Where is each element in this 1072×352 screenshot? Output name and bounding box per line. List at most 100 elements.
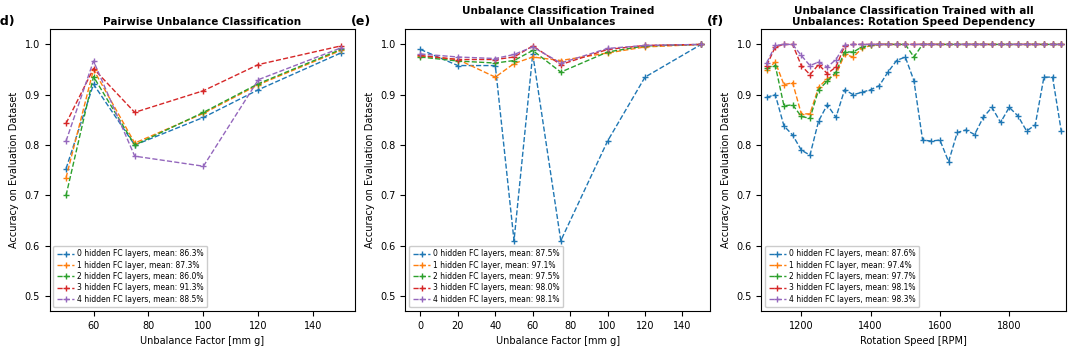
2 hidden FC layers, mean: 97.5%: (40, 0.963): 97.5%: (40, 0.963) xyxy=(489,61,502,65)
1 hidden FC layer, mean: 87.3%: (100, 0.863): 87.3%: (100, 0.863) xyxy=(197,111,210,115)
4 hidden FC layers, mean: 98.3%: (1.28e+03, 0.955): 98.3%: (1.28e+03, 0.955) xyxy=(821,65,834,69)
3 hidden FC layers, mean: 98.1%: (1.38e+03, 1): 98.1%: (1.38e+03, 1) xyxy=(855,42,868,46)
3 hidden FC layers, mean: 98.1%: (1.18e+03, 1): 98.1%: (1.18e+03, 1) xyxy=(786,42,799,46)
1 hidden FC layer, mean: 97.4%: (1.6e+03, 1): 97.4%: (1.6e+03, 1) xyxy=(934,42,947,46)
2 hidden FC layers, mean: 97.7%: (1.65e+03, 1): 97.7%: (1.65e+03, 1) xyxy=(951,42,964,46)
1 hidden FC layer, mean: 97.4%: (1.2e+03, 0.862): 97.4%: (1.2e+03, 0.862) xyxy=(794,112,807,116)
3 hidden FC layers, mean: 98.1%: (1.88e+03, 1): 98.1%: (1.88e+03, 1) xyxy=(1029,42,1042,46)
3 hidden FC layers, mean: 98.1%: (1.55e+03, 1): 98.1%: (1.55e+03, 1) xyxy=(917,42,929,46)
0 hidden FC layers, mean: 87.6%: (1.8e+03, 0.875): 87.6%: (1.8e+03, 0.875) xyxy=(1002,105,1015,109)
0 hidden FC layers, mean: 86.3%: (75, 0.8): 86.3%: (75, 0.8) xyxy=(129,143,142,147)
2 hidden FC layers, mean: 97.7%: (1.75e+03, 1): 97.7%: (1.75e+03, 1) xyxy=(985,42,998,46)
3 hidden FC layers, mean: 98.1%: (1.75e+03, 1): 98.1%: (1.75e+03, 1) xyxy=(985,42,998,46)
4 hidden FC layers, mean: 98.3%: (1.1e+03, 0.963): 98.3%: (1.1e+03, 0.963) xyxy=(760,61,773,65)
0 hidden FC layers, mean: 87.5%: (20, 0.958): 87.5%: (20, 0.958) xyxy=(451,63,464,68)
2 hidden FC layers, mean: 97.7%: (1.78e+03, 1): 97.7%: (1.78e+03, 1) xyxy=(994,42,1007,46)
4 hidden FC layers, mean: 98.3%: (1.78e+03, 1): 98.3%: (1.78e+03, 1) xyxy=(994,42,1007,46)
X-axis label: Unbalance Factor [mm g]: Unbalance Factor [mm g] xyxy=(140,337,264,346)
0 hidden FC layers, mean: 87.5%: (40, 0.958): 87.5%: (40, 0.958) xyxy=(489,63,502,68)
4 hidden FC layers, mean: 98.3%: (1.22e+03, 0.958): 98.3%: (1.22e+03, 0.958) xyxy=(804,63,817,68)
3 hidden FC layers, mean: 98.1%: (1.7e+03, 1): 98.1%: (1.7e+03, 1) xyxy=(968,42,981,46)
4 hidden FC layers, mean: 98.3%: (1.42e+03, 1): 98.3%: (1.42e+03, 1) xyxy=(873,42,885,46)
1 hidden FC layer, mean: 97.1%: (150, 1): 97.1%: (150, 1) xyxy=(695,42,708,46)
1 hidden FC layer, mean: 97.4%: (1.95e+03, 1): 97.4%: (1.95e+03, 1) xyxy=(1055,42,1068,46)
Line: 2 hidden FC layers, mean: 86.0%: 2 hidden FC layers, mean: 86.0% xyxy=(63,46,344,199)
0 hidden FC layers, mean: 86.3%: (150, 0.983): 86.3%: (150, 0.983) xyxy=(334,51,347,55)
Line: 1 hidden FC layer, mean: 97.1%: 1 hidden FC layer, mean: 97.1% xyxy=(417,41,704,80)
2 hidden FC layers, mean: 97.7%: (1.2e+03, 0.857): 97.7%: (1.2e+03, 0.857) xyxy=(794,114,807,119)
1 hidden FC layer, mean: 87.3%: (150, 0.988): 87.3%: (150, 0.988) xyxy=(334,48,347,52)
3 hidden FC layers, mean: 98.1%: (1.72e+03, 1): 98.1%: (1.72e+03, 1) xyxy=(977,42,989,46)
3 hidden FC layers, mean: 98.1%: (1.42e+03, 1): 98.1%: (1.42e+03, 1) xyxy=(873,42,885,46)
1 hidden FC layer, mean: 87.3%: (75, 0.804): 87.3%: (75, 0.804) xyxy=(129,141,142,145)
1 hidden FC layer, mean: 97.1%: (100, 0.983): 97.1%: (100, 0.983) xyxy=(601,51,614,55)
2 hidden FC layers, mean: 97.7%: (1.7e+03, 1): 97.7%: (1.7e+03, 1) xyxy=(968,42,981,46)
3 hidden FC layers, mean: 98.1%: (1.78e+03, 1): 98.1%: (1.78e+03, 1) xyxy=(994,42,1007,46)
4 hidden FC layers, mean: 98.3%: (1.48e+03, 1): 98.3%: (1.48e+03, 1) xyxy=(890,42,903,46)
Title: Pairwise Unbalance Classification: Pairwise Unbalance Classification xyxy=(103,17,301,27)
0 hidden FC layers, mean: 86.3%: (120, 0.91): 86.3%: (120, 0.91) xyxy=(252,88,265,92)
Line: 3 hidden FC layers, mean: 98.0%: 3 hidden FC layers, mean: 98.0% xyxy=(417,41,704,68)
2 hidden FC layers, mean: 97.7%: (1.3e+03, 0.945): 97.7%: (1.3e+03, 0.945) xyxy=(830,70,843,74)
1 hidden FC layer, mean: 97.1%: (20, 0.97): 97.1%: (20, 0.97) xyxy=(451,57,464,62)
4 hidden FC layers, mean: 98.1%: (0, 0.981): 98.1%: (0, 0.981) xyxy=(414,52,427,56)
1 hidden FC layer, mean: 97.4%: (1.22e+03, 0.862): 97.4%: (1.22e+03, 0.862) xyxy=(804,112,817,116)
0 hidden FC layers, mean: 87.6%: (1.82e+03, 0.858): 87.6%: (1.82e+03, 0.858) xyxy=(1012,114,1025,118)
3 hidden FC layers, mean: 98.0%: (0, 0.978): 98.0%: (0, 0.978) xyxy=(414,54,427,58)
3 hidden FC layers, mean: 98.0%: (50, 0.975): 98.0%: (50, 0.975) xyxy=(507,55,520,59)
1 hidden FC layer, mean: 97.1%: (75, 0.968): 97.1%: (75, 0.968) xyxy=(554,58,567,63)
2 hidden FC layers, mean: 97.7%: (1.82e+03, 1): 97.7%: (1.82e+03, 1) xyxy=(1012,42,1025,46)
0 hidden FC layers, mean: 87.6%: (1.28e+03, 0.88): 87.6%: (1.28e+03, 0.88) xyxy=(821,103,834,107)
0 hidden FC layers, mean: 87.6%: (1.2e+03, 0.79): 87.6%: (1.2e+03, 0.79) xyxy=(794,148,807,152)
4 hidden FC layers, mean: 98.1%: (120, 0.998): 98.1%: (120, 0.998) xyxy=(639,43,652,48)
1 hidden FC layer, mean: 97.4%: (1.35e+03, 0.975): 97.4%: (1.35e+03, 0.975) xyxy=(847,55,860,59)
1 hidden FC layer, mean: 97.4%: (1.18e+03, 0.924): 97.4%: (1.18e+03, 0.924) xyxy=(786,81,799,85)
1 hidden FC layer, mean: 97.4%: (1.65e+03, 1): 97.4%: (1.65e+03, 1) xyxy=(951,42,964,46)
1 hidden FC layer, mean: 97.4%: (1.92e+03, 1): 97.4%: (1.92e+03, 1) xyxy=(1046,42,1059,46)
1 hidden FC layer, mean: 97.4%: (1.7e+03, 1): 97.4%: (1.7e+03, 1) xyxy=(968,42,981,46)
0 hidden FC layers, mean: 87.6%: (1.18e+03, 0.82): 87.6%: (1.18e+03, 0.82) xyxy=(786,133,799,137)
2 hidden FC layers, mean: 86.0%: (50, 0.7): 86.0%: (50, 0.7) xyxy=(60,193,73,197)
4 hidden FC layers, mean: 98.3%: (1.4e+03, 1): 98.3%: (1.4e+03, 1) xyxy=(864,42,877,46)
4 hidden FC layers, mean: 98.1%: (75, 0.963): 98.1%: (75, 0.963) xyxy=(554,61,567,65)
0 hidden FC layers, mean: 87.6%: (1.58e+03, 0.808): 87.6%: (1.58e+03, 0.808) xyxy=(925,139,938,143)
3 hidden FC layers, mean: 98.1%: (1.62e+03, 1): 98.1%: (1.62e+03, 1) xyxy=(942,42,955,46)
4 hidden FC layers, mean: 98.3%: (1.58e+03, 1): 98.3%: (1.58e+03, 1) xyxy=(925,42,938,46)
0 hidden FC layers, mean: 87.5%: (50, 0.61): 87.5%: (50, 0.61) xyxy=(507,239,520,243)
0 hidden FC layers, mean: 87.6%: (1.7e+03, 0.821): 87.6%: (1.7e+03, 0.821) xyxy=(968,132,981,137)
1 hidden FC layer, mean: 97.1%: (60, 0.975): 97.1%: (60, 0.975) xyxy=(526,55,539,59)
Line: 0 hidden FC layers, mean: 86.3%: 0 hidden FC layers, mean: 86.3% xyxy=(63,50,344,172)
2 hidden FC layers, mean: 97.7%: (1.1e+03, 0.954): 97.7%: (1.1e+03, 0.954) xyxy=(760,65,773,70)
4 hidden FC layers, mean: 98.3%: (1.35e+03, 1): 98.3%: (1.35e+03, 1) xyxy=(847,42,860,46)
4 hidden FC layers, mean: 98.3%: (1.25e+03, 0.965): 98.3%: (1.25e+03, 0.965) xyxy=(813,60,825,64)
Title: Unbalance Classification Trained
with all Unbalances: Unbalance Classification Trained with al… xyxy=(462,6,654,27)
2 hidden FC layers, mean: 97.5%: (120, 0.997): 97.5%: (120, 0.997) xyxy=(639,44,652,48)
4 hidden FC layers, mean: 98.3%: (1.18e+03, 1): 98.3%: (1.18e+03, 1) xyxy=(786,42,799,46)
1 hidden FC layer, mean: 97.1%: (120, 0.995): 97.1%: (120, 0.995) xyxy=(639,45,652,49)
4 hidden FC layers, mean: 98.3%: (1.6e+03, 1): 98.3%: (1.6e+03, 1) xyxy=(934,42,947,46)
0 hidden FC layers, mean: 87.6%: (1.68e+03, 0.83): 87.6%: (1.68e+03, 0.83) xyxy=(959,128,972,132)
2 hidden FC layers, mean: 97.5%: (150, 1): 97.5%: (150, 1) xyxy=(695,42,708,46)
4 hidden FC layers, mean: 98.1%: (150, 1): 98.1%: (150, 1) xyxy=(695,42,708,46)
1 hidden FC layer, mean: 97.4%: (1.68e+03, 1): 97.4%: (1.68e+03, 1) xyxy=(959,42,972,46)
3 hidden FC layers, mean: 98.1%: (1.35e+03, 1): 98.1%: (1.35e+03, 1) xyxy=(847,42,860,46)
4 hidden FC layers, mean: 98.3%: (1.75e+03, 1): 98.3%: (1.75e+03, 1) xyxy=(985,42,998,46)
0 hidden FC layers, mean: 87.6%: (1.5e+03, 0.975): 87.6%: (1.5e+03, 0.975) xyxy=(898,55,911,59)
2 hidden FC layers, mean: 97.7%: (1.72e+03, 1): 97.7%: (1.72e+03, 1) xyxy=(977,42,989,46)
1 hidden FC layer, mean: 97.4%: (1.72e+03, 1): 97.4%: (1.72e+03, 1) xyxy=(977,42,989,46)
0 hidden FC layers, mean: 87.6%: (1.15e+03, 0.838): 87.6%: (1.15e+03, 0.838) xyxy=(777,124,790,128)
2 hidden FC layers, mean: 97.7%: (1.12e+03, 0.958): 97.7%: (1.12e+03, 0.958) xyxy=(769,63,781,68)
2 hidden FC layers, mean: 86.0%: (60, 0.936): 86.0%: (60, 0.936) xyxy=(87,75,100,79)
0 hidden FC layers, mean: 87.5%: (120, 0.935): 87.5%: (120, 0.935) xyxy=(639,75,652,79)
2 hidden FC layers, mean: 86.0%: (150, 0.99): 86.0%: (150, 0.99) xyxy=(334,47,347,51)
2 hidden FC layers, mean: 97.7%: (1.22e+03, 0.853): 97.7%: (1.22e+03, 0.853) xyxy=(804,116,817,120)
0 hidden FC layers, mean: 87.6%: (1.3e+03, 0.855): 87.6%: (1.3e+03, 0.855) xyxy=(830,115,843,120)
3 hidden FC layers, mean: 98.1%: (1.22e+03, 0.94): 98.1%: (1.22e+03, 0.94) xyxy=(804,73,817,77)
1 hidden FC layer, mean: 97.4%: (1.42e+03, 1): 97.4%: (1.42e+03, 1) xyxy=(873,42,885,46)
0 hidden FC layers, mean: 87.5%: (60, 0.981): 87.5%: (60, 0.981) xyxy=(526,52,539,56)
Text: (e): (e) xyxy=(351,15,371,28)
0 hidden FC layers, mean: 87.6%: (1.25e+03, 0.848): 87.6%: (1.25e+03, 0.848) xyxy=(813,119,825,123)
3 hidden FC layers, mean: 98.1%: (1.95e+03, 1): 98.1%: (1.95e+03, 1) xyxy=(1055,42,1068,46)
0 hidden FC layers, mean: 87.6%: (1.22e+03, 0.78): 87.6%: (1.22e+03, 0.78) xyxy=(804,153,817,157)
1 hidden FC layer, mean: 97.4%: (1.28e+03, 0.932): 97.4%: (1.28e+03, 0.932) xyxy=(821,76,834,81)
